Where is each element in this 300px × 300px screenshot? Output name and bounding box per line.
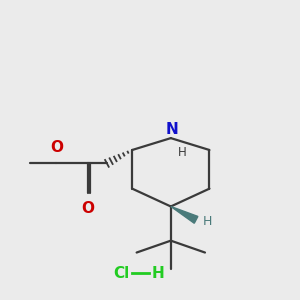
Text: Cl: Cl [113,266,129,281]
Text: H: H [178,146,187,158]
Text: N: N [165,122,178,137]
Polygon shape [171,206,198,223]
Text: H: H [202,215,212,228]
Text: H: H [152,266,164,281]
Text: O: O [81,200,94,215]
Text: O: O [50,140,63,155]
